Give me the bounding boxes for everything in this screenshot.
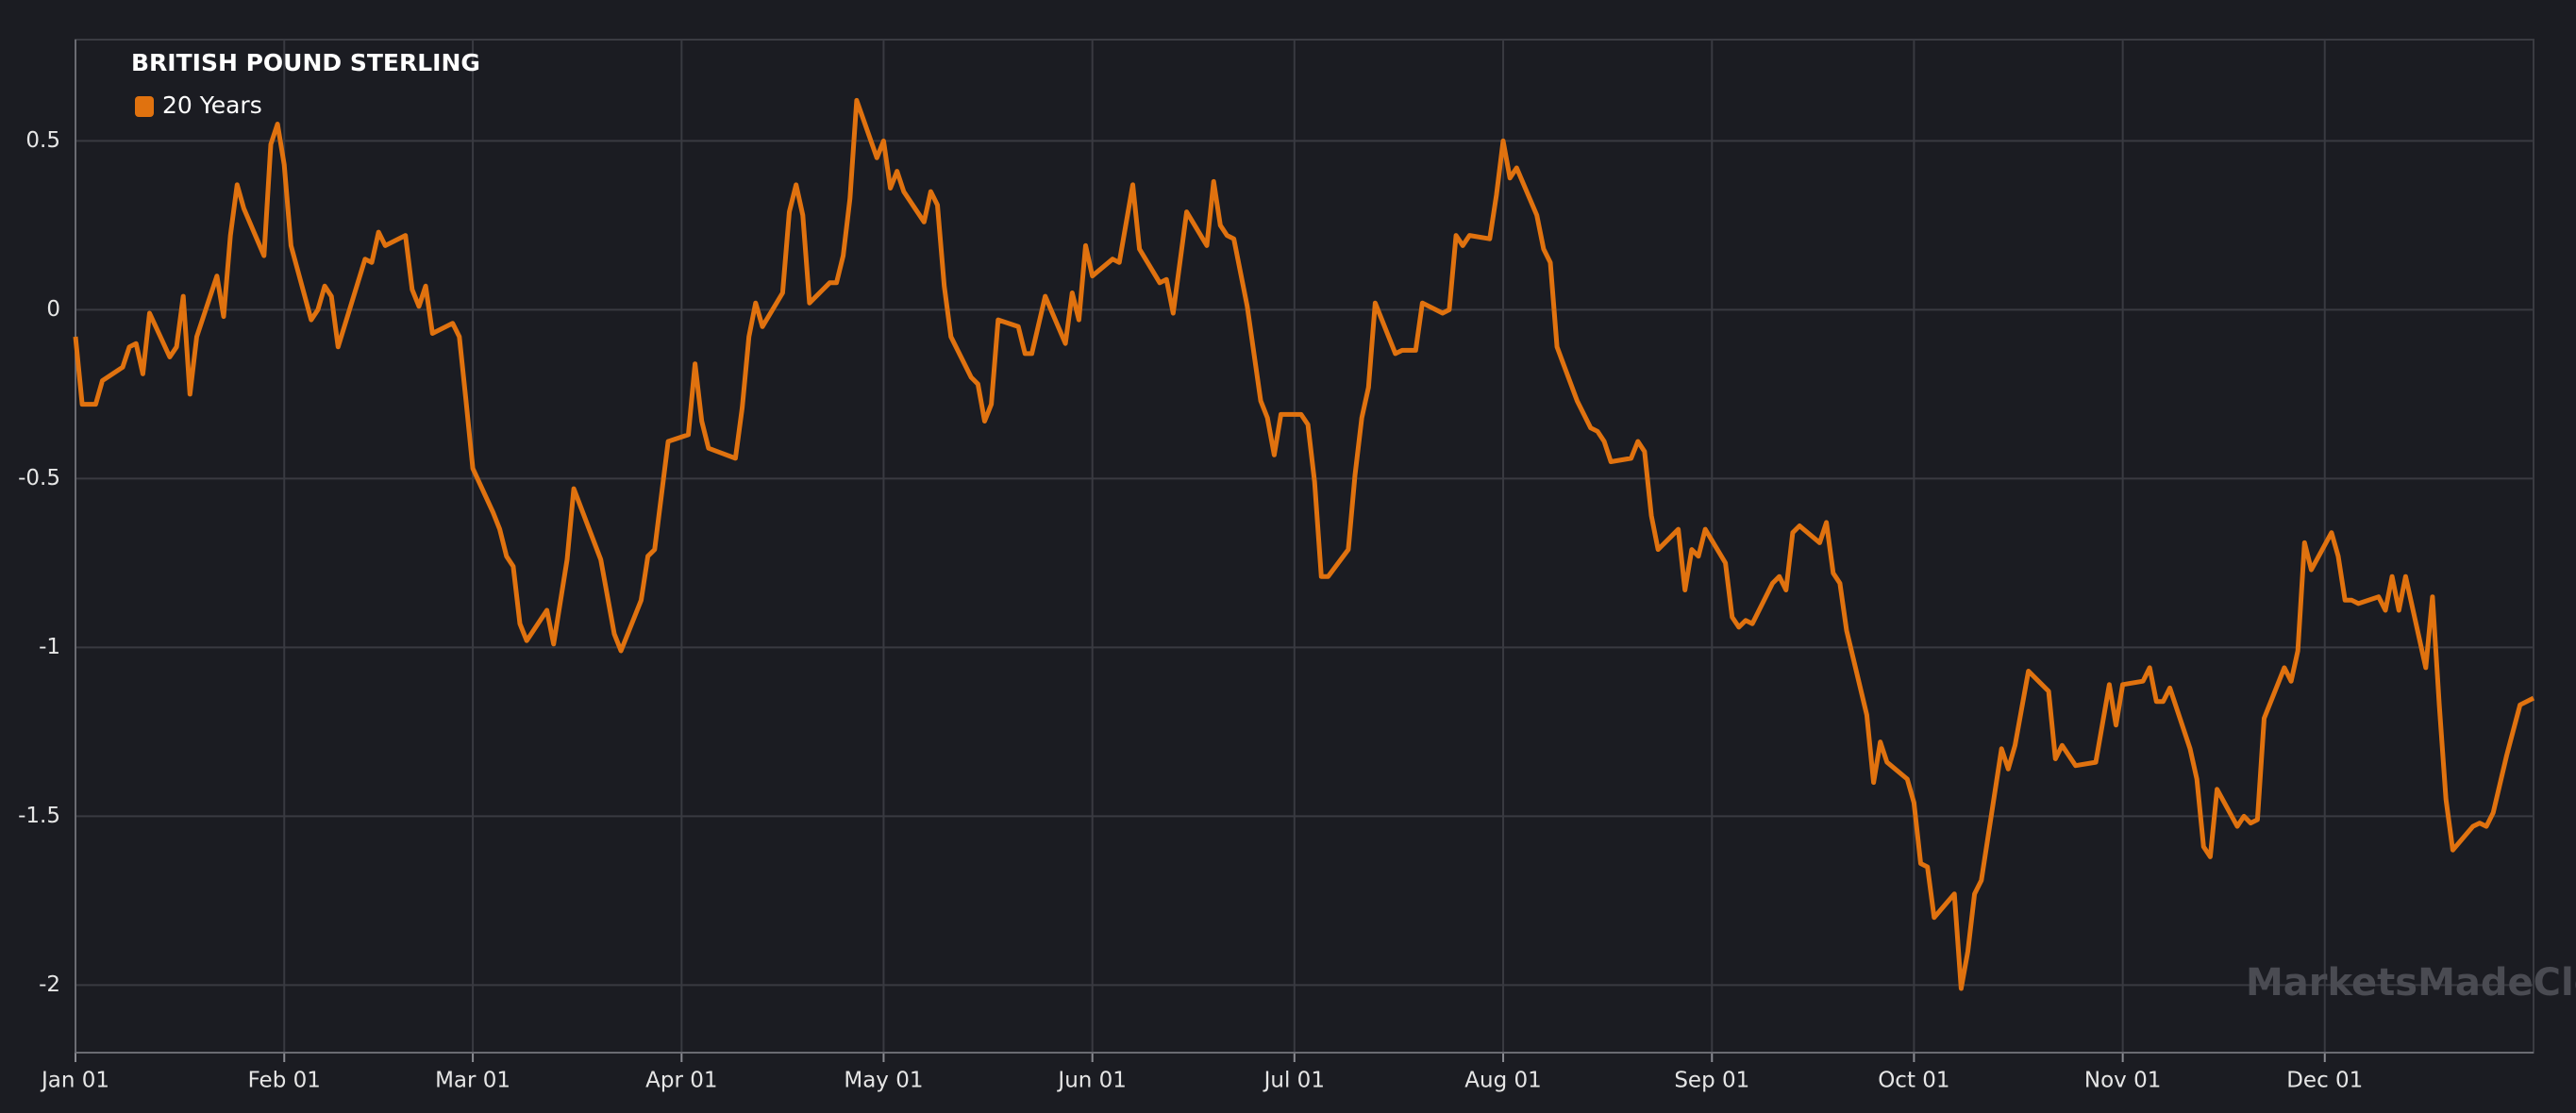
plot-area — [73, 97, 2535, 991]
legend-label: 20 Years — [162, 91, 262, 119]
y-tick-label: 0 — [46, 297, 60, 322]
x-tick-label: Oct 01 — [1878, 1069, 1949, 1093]
x-tick-label: Jul 01 — [1263, 1069, 1325, 1093]
y-tick-label: -0.5 — [18, 466, 60, 490]
chart-title: BRITISH POUND STERLING — [131, 49, 480, 76]
grid — [75, 39, 2534, 1062]
legend-swatch — [135, 96, 154, 117]
y-tick-label: -2 — [39, 972, 60, 997]
x-tick-label: May 01 — [844, 1069, 923, 1093]
x-tick-label: Nov 01 — [2084, 1069, 2161, 1093]
x-tick-label: Jan 01 — [40, 1069, 109, 1093]
y-tick-label: -1.5 — [18, 804, 60, 828]
x-tick-label: Dec 01 — [2286, 1069, 2363, 1093]
watermark: MarketsMadeClear.com — [2246, 961, 2576, 1005]
y-tick-label: 0.5 — [25, 128, 60, 153]
x-tick-label: Feb 01 — [248, 1069, 321, 1093]
x-tick-label: Jun 01 — [1056, 1069, 1127, 1093]
series-line — [73, 97, 2535, 991]
x-tick-label: Sep 01 — [1674, 1069, 1749, 1093]
y-tick-label: -1 — [39, 635, 60, 659]
x-tick-label: Mar 01 — [435, 1069, 510, 1093]
x-tick-label: Aug 01 — [1464, 1069, 1542, 1093]
x-tick-label: Apr 01 — [645, 1069, 717, 1093]
